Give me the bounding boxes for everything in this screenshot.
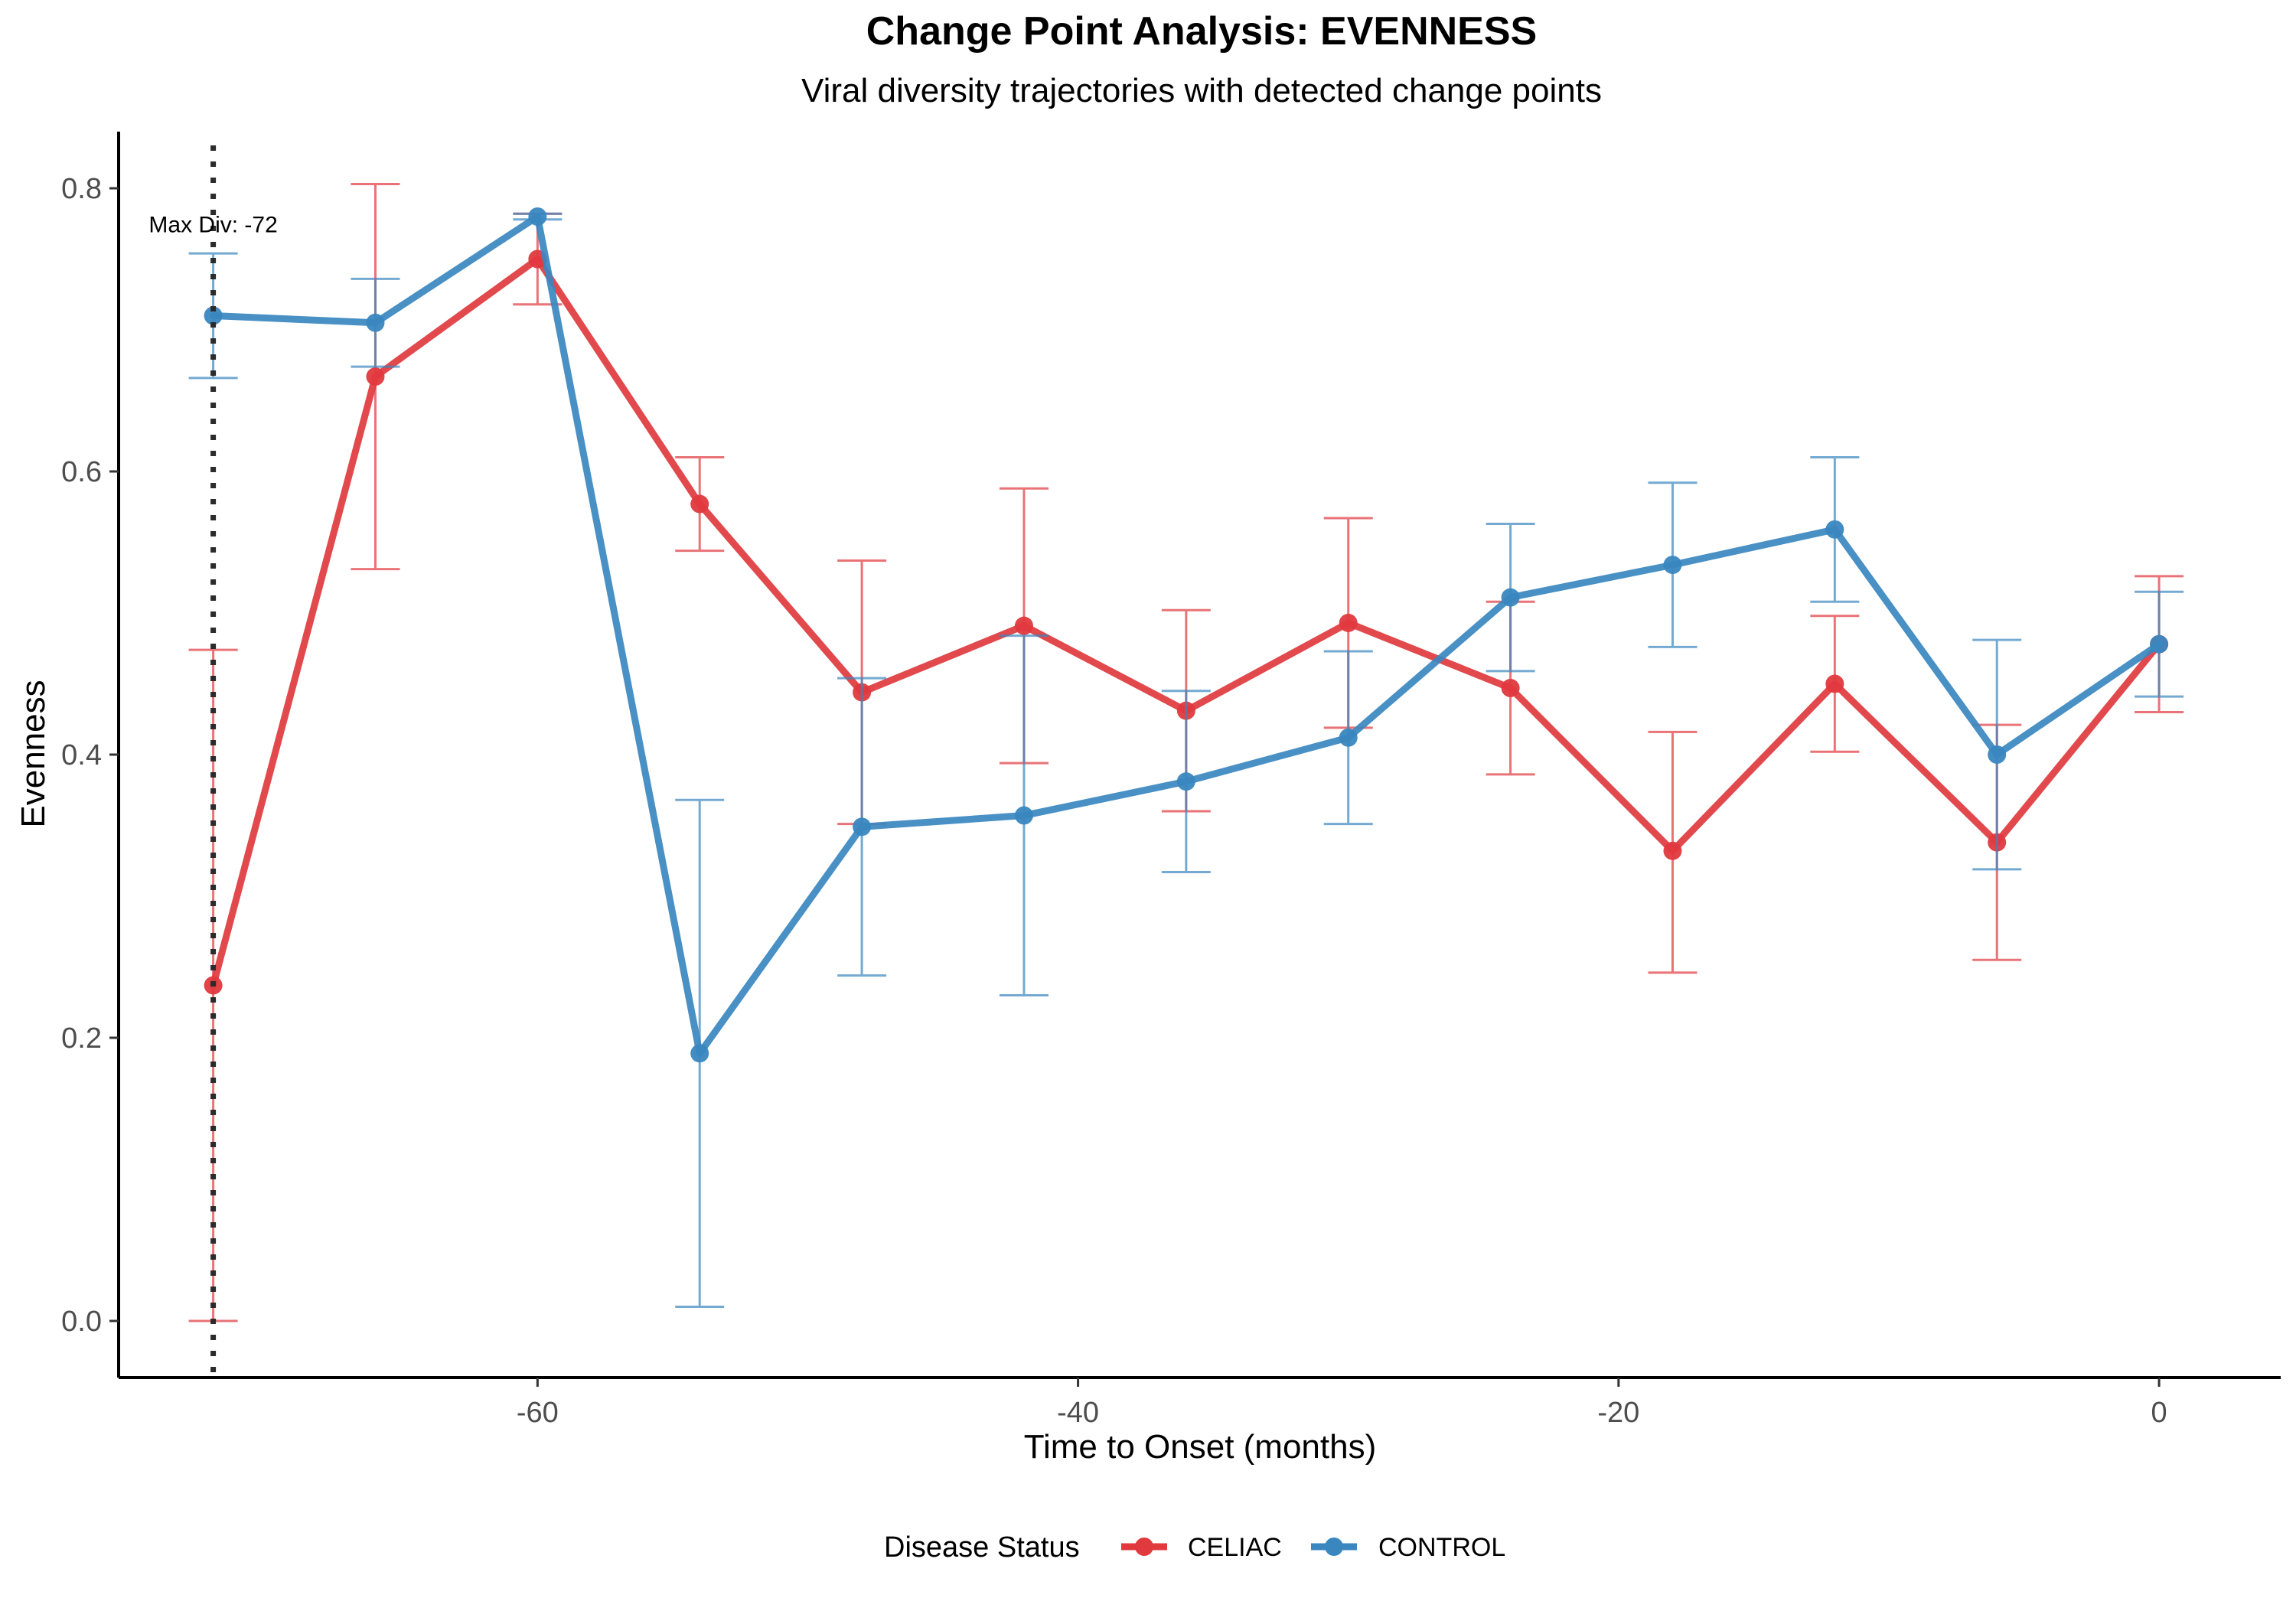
- legend-item-control: CONTROL: [1311, 1533, 1505, 1562]
- data-point-control: [1825, 520, 1844, 539]
- x-axis-ticks: -60 -40 -20 0: [517, 1378, 2167, 1429]
- legend-key-point: [1325, 1538, 1343, 1556]
- y-tick-label: 0.8: [61, 173, 102, 205]
- x-axis-title: Time to Onset (months): [1024, 1428, 1377, 1466]
- data-point-celiac: [1339, 613, 1358, 632]
- data-point-control: [1014, 806, 1033, 825]
- plot-area: Max Div: -72: [148, 145, 2184, 1378]
- data-point-control: [853, 817, 872, 836]
- series-control: [188, 207, 2184, 1308]
- y-axis-ticks: 0.0 0.2 0.4 0.6 0.8: [61, 173, 119, 1338]
- x-tick-label: -60: [517, 1397, 559, 1429]
- chart-subtitle: Viral diversity trajectories with detect…: [801, 72, 1602, 109]
- data-point-control: [1176, 772, 1195, 791]
- data-point-control: [1339, 728, 1358, 747]
- data-point-celiac: [1663, 841, 1682, 860]
- data-point-control: [366, 313, 385, 332]
- change-point-label: Max Div: -72: [148, 212, 277, 237]
- x-tick-label: 0: [2151, 1397, 2167, 1429]
- y-tick-label: 0.4: [61, 739, 102, 771]
- data-point-celiac: [1825, 674, 1844, 693]
- legend-key-point: [1135, 1538, 1153, 1556]
- x-tick-label: -20: [1597, 1397, 1639, 1429]
- data-point-control: [204, 306, 223, 325]
- data-point-control: [1501, 588, 1520, 607]
- legend-item-celiac: CELIAC: [1121, 1533, 1282, 1562]
- data-point-control: [1663, 556, 1682, 575]
- legend-label-control: CONTROL: [1378, 1533, 1505, 1562]
- y-tick-label: 0.2: [61, 1022, 102, 1055]
- data-point-celiac: [1501, 679, 1520, 698]
- data-point-control: [690, 1044, 709, 1063]
- y-tick-label: 0.0: [61, 1306, 102, 1338]
- data-point-control: [1988, 745, 2007, 764]
- y-tick-label: 0.6: [61, 456, 102, 488]
- chart-title: Change Point Analysis: EVENNESS: [866, 9, 1537, 54]
- data-point-control: [2150, 634, 2169, 654]
- legend-label-celiac: CELIAC: [1188, 1533, 1282, 1562]
- data-point-celiac: [366, 367, 385, 386]
- legend: Disease Status CELIAC CONTROL: [884, 1531, 1505, 1564]
- legend-title: Disease Status: [884, 1531, 1080, 1564]
- data-point-celiac: [690, 494, 709, 514]
- data-point-control: [528, 207, 547, 226]
- data-point-celiac: [1014, 616, 1033, 635]
- y-axis-title: Evenness: [15, 680, 52, 827]
- x-tick-label: -40: [1057, 1397, 1099, 1429]
